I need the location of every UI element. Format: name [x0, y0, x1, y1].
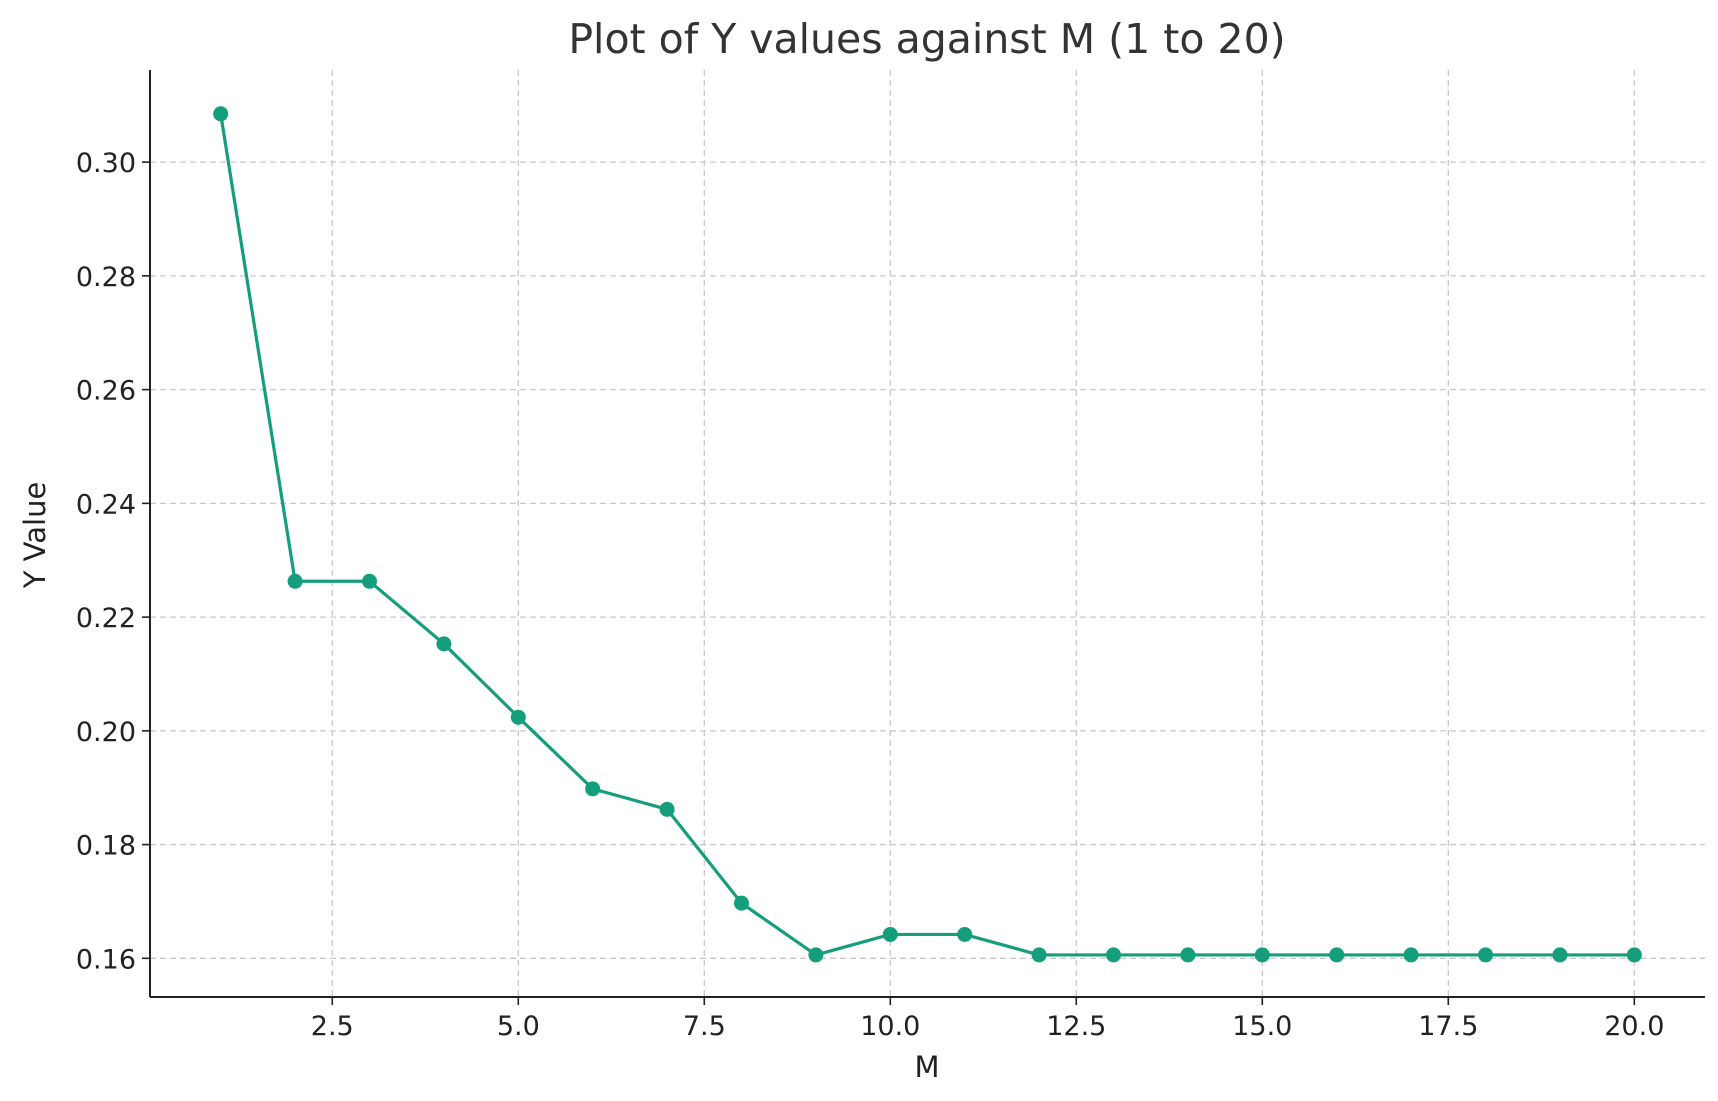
data-point	[436, 636, 452, 652]
x-tick-label: 7.5	[683, 1011, 726, 1042]
data-point	[1254, 947, 1270, 963]
data-point	[1180, 947, 1196, 963]
series-layer	[213, 106, 1642, 963]
y-tick-label: 0.18	[76, 831, 136, 862]
x-tick-label: 17.5	[1418, 1011, 1478, 1042]
data-point	[1478, 947, 1494, 963]
x-tick-label: 20.0	[1604, 1011, 1664, 1042]
x-tick-label: 15.0	[1232, 1011, 1292, 1042]
x-tick-label: 10.0	[860, 1011, 920, 1042]
ticks-layer: 2.5 5.0 7.5 10.0 12.5 15.0 17.5 20.0 0.16 0.18 0.2…	[76, 148, 1665, 1042]
data-point	[287, 573, 303, 589]
y-tick-label: 0.30	[76, 148, 136, 179]
data-point	[808, 947, 824, 963]
chart-title: Plot of Y values against M (1 to 20)	[568, 15, 1285, 63]
grid-layer	[150, 70, 1705, 997]
axes-layer	[149, 70, 1705, 998]
data-point	[585, 781, 601, 797]
y-axis-label: Y Value	[18, 482, 52, 590]
y-tick-label: 0.16	[76, 944, 136, 975]
data-point	[1552, 947, 1568, 963]
y-tick-label: 0.20	[76, 717, 136, 748]
y-tick-label: 0.28	[76, 262, 136, 293]
data-point	[213, 106, 229, 122]
data-point	[1329, 947, 1345, 963]
y-tick-label: 0.26	[76, 376, 136, 407]
data-point	[1626, 947, 1642, 963]
data-point	[659, 801, 675, 817]
data-point	[733, 895, 749, 911]
data-point	[361, 573, 377, 589]
data-point	[1031, 947, 1047, 963]
data-point	[882, 926, 898, 942]
data-point	[1106, 947, 1122, 963]
y-tick-label: 0.24	[76, 489, 136, 520]
x-axis-label: M	[914, 1050, 939, 1084]
y-tick-label: 0.22	[76, 603, 136, 634]
data-point	[957, 926, 973, 942]
series-line	[219, 113, 1635, 957]
data-point	[510, 709, 526, 725]
data-point	[1403, 947, 1419, 963]
x-tick-label: 5.0	[497, 1011, 540, 1042]
x-tick-label: 2.5	[311, 1011, 354, 1042]
x-tick-label: 12.5	[1046, 1011, 1106, 1042]
